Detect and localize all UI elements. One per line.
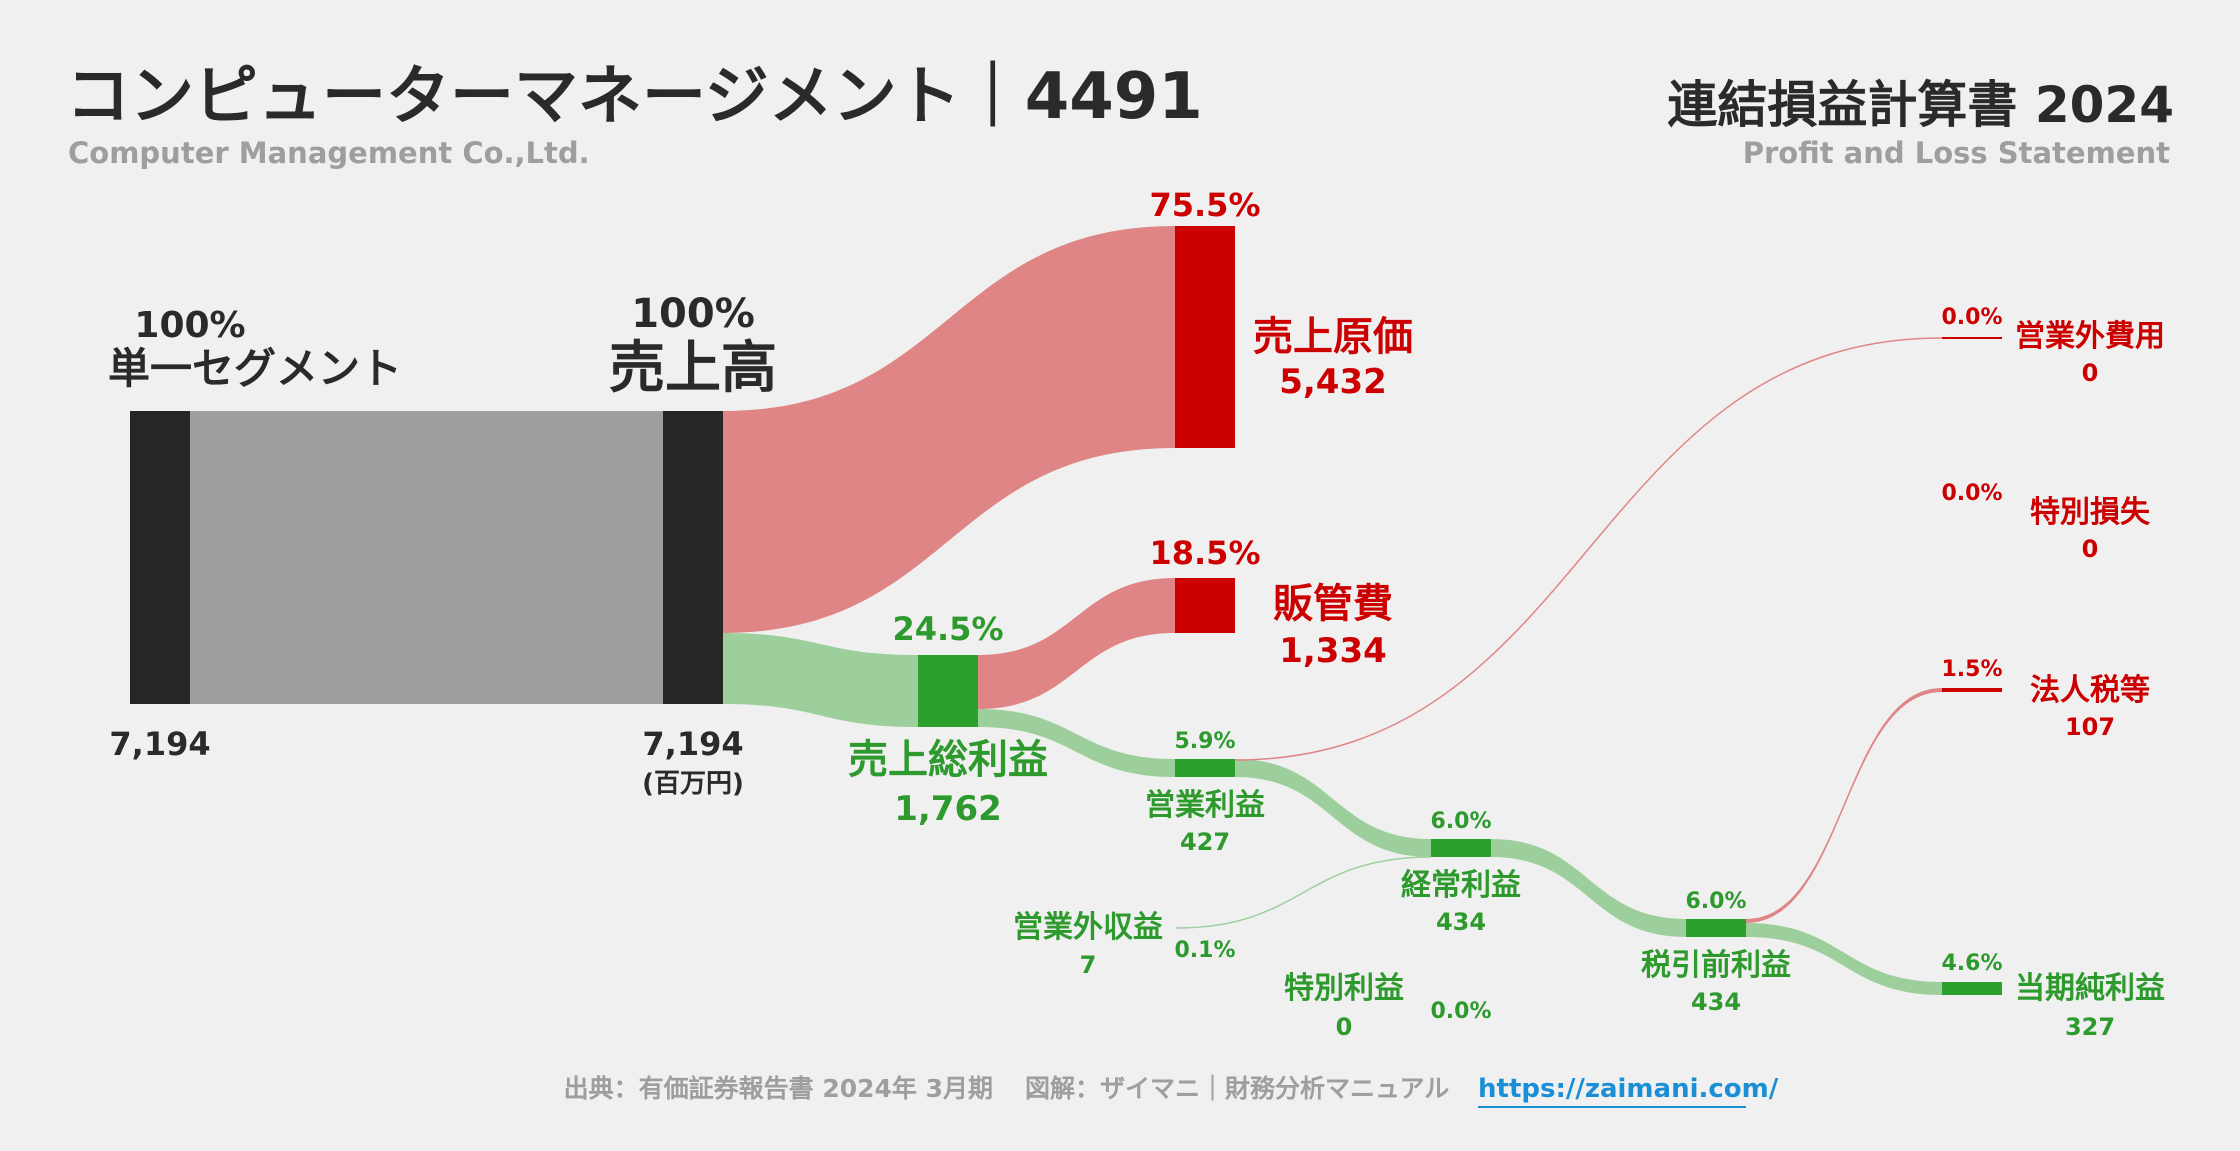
nonop-income-value: 7 xyxy=(1080,951,1097,979)
op-value: 427 xyxy=(1180,828,1230,856)
flow-gross-profit-to-sga xyxy=(978,578,1175,709)
nonop-expense-pct: 0.0% xyxy=(1941,305,2002,330)
segment-label: 単一セグメント xyxy=(108,344,402,393)
net-label: 当期純利益 xyxy=(2015,971,2165,1006)
ordinary-pct: 6.0% xyxy=(1430,809,1491,834)
cogs-value: 5,432 xyxy=(1279,362,1387,402)
ordinary-label: 経常利益 xyxy=(1401,868,1521,903)
page-subtitle: Computer Management Co.,Ltd. xyxy=(68,136,590,170)
flow-revenue-to-gross-profit xyxy=(723,633,918,727)
sankey-nodes xyxy=(130,226,2002,995)
flow-nonop-income-to-ordinary xyxy=(1175,856,1432,929)
nonop-income-pct: 0.1% xyxy=(1174,938,1235,963)
node-tax xyxy=(1942,688,2002,692)
flow-operating-to-ordinary-profit xyxy=(1235,759,1431,857)
flow-gross-profit-to-operating-profit xyxy=(978,709,1175,777)
net-pct: 4.6% xyxy=(1941,951,2002,976)
node-operating-profit xyxy=(1175,759,1235,777)
node-cogs xyxy=(1175,226,1235,448)
special-loss-value: 0 xyxy=(2082,535,2099,563)
flow-ordinary-to-pretax xyxy=(1491,839,1686,937)
cogs-label: 売上原価 xyxy=(1253,314,1413,360)
nonop-income-label: 営業外収益 xyxy=(1013,910,1163,945)
op-pct: 5.9% xyxy=(1174,729,1235,754)
pretax-label: 税引前利益 xyxy=(1641,948,1791,983)
tax-label: 法人税等 xyxy=(2030,673,2150,708)
special-gain-pct: 0.0% xyxy=(1430,999,1491,1024)
nonop-expense-value: 0 xyxy=(2082,359,2099,387)
node-net-income xyxy=(1942,982,2002,995)
unit-label: (百万円) xyxy=(642,769,744,799)
sankey-flows xyxy=(190,226,1943,995)
node-revenue xyxy=(663,411,723,704)
gross-label: 売上総利益 xyxy=(848,737,1048,783)
flow-revenue-to-cogs xyxy=(723,226,1175,633)
flow-segment-to-revenue xyxy=(190,411,663,704)
pretax-pct: 6.0% xyxy=(1685,889,1746,914)
statement-title: 連結損益計算書 2024 xyxy=(1667,76,2174,134)
node-segment xyxy=(130,411,190,704)
net-value: 327 xyxy=(2065,1013,2115,1041)
gross-value: 1,762 xyxy=(894,789,1002,829)
revenue-pct: 100% xyxy=(631,291,755,337)
footer-credit: 図解：ザイマニ｜財務分析マニュアル xyxy=(1025,1074,1449,1103)
gross-pct: 24.5% xyxy=(892,610,1003,648)
ordinary-value: 434 xyxy=(1436,908,1486,936)
cogs-pct: 75.5% xyxy=(1149,186,1260,224)
pretax-value: 434 xyxy=(1691,988,1741,1016)
revenue-value: 7,194 xyxy=(642,725,743,763)
special-loss-label: 特別損失 xyxy=(2030,495,2151,530)
op-label: 営業利益 xyxy=(1145,788,1265,823)
sga-label: 販管費 xyxy=(1273,581,1393,627)
flow-operating-to-nonop-expense xyxy=(1234,337,1943,761)
node-nonop-expense xyxy=(1942,337,2002,339)
flow-pretax-to-net-income xyxy=(1746,923,1942,995)
node-gross-profit xyxy=(918,655,978,727)
special-gain-value: 0 xyxy=(1336,1013,1353,1041)
flow-pretax-to-tax xyxy=(1746,688,1942,923)
footer-source: 出典：有価証券報告書 2024年 3月期 xyxy=(564,1074,993,1103)
segment-pct: 100% xyxy=(134,305,245,346)
nonop-expense-label: 営業外費用 xyxy=(2015,319,2165,354)
node-ordinary-profit xyxy=(1431,839,1491,857)
page-title: コンピューターマネージメント｜4491 xyxy=(66,60,1203,134)
node-pretax-profit xyxy=(1686,919,1746,937)
tax-pct: 1.5% xyxy=(1941,657,2002,682)
node-sga xyxy=(1175,578,1235,633)
footer-link[interactable]: https://zaimani.com/ xyxy=(1478,1074,1779,1104)
special-gain-label: 特別利益 xyxy=(1284,971,1404,1006)
segment-value: 7,194 xyxy=(109,725,210,763)
special-loss-pct: 0.0% xyxy=(1941,481,2002,506)
revenue-label: 売上高 xyxy=(609,336,777,401)
sga-value: 1,334 xyxy=(1279,631,1387,671)
statement-subtitle: Profit and Loss Statement xyxy=(1743,136,2170,170)
tax-value: 107 xyxy=(2065,713,2115,741)
sga-pct: 18.5% xyxy=(1149,534,1260,572)
